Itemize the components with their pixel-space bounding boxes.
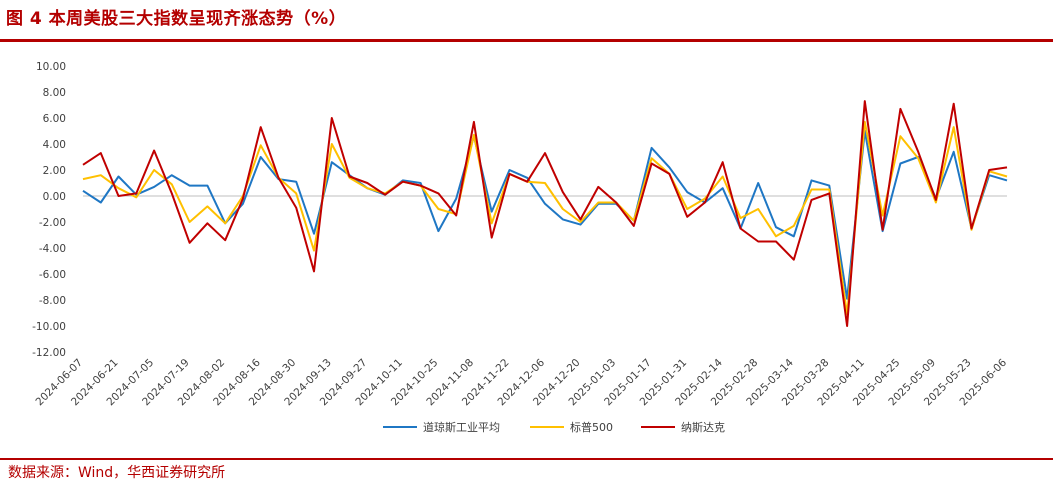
y-tick-label: 10.00 [36, 61, 66, 73]
series-group [82, 100, 1008, 327]
legend-label-sp500: 标普500 [570, 420, 613, 434]
source-note: 数据来源：Wind，华西证券研究所 [8, 465, 226, 481]
figure-title: 图 4 本周美股三大指数呈现齐涨态势（%） [6, 9, 347, 29]
legend-label-dow: 道琼斯工业平均 [423, 420, 500, 434]
y-tick-label: -4.00 [39, 243, 66, 255]
source-rule [0, 458, 1053, 460]
y-tick-label: -10.00 [32, 321, 66, 333]
y-axis-ticks: 10.00 8.00 6.00 4.00 2.00 0.00 -2.00 -4.00 -6.00… [32, 61, 66, 359]
legend-label-nasdaq: 纳斯达克 [681, 421, 725, 434]
y-tick-label: 8.00 [43, 87, 66, 99]
x-axis: 2024-06-072024-06-212024-07-052024-07-19… [33, 195, 1009, 408]
y-tick-label: -2.00 [39, 217, 66, 229]
y-tick-label: 2.00 [43, 165, 66, 177]
title-rule [0, 39, 1053, 42]
y-tick-label: -6.00 [39, 269, 66, 281]
series-line-dow [82, 130, 1008, 300]
y-tick-label: 6.00 [43, 113, 66, 125]
y-tick-label: -12.00 [32, 347, 66, 359]
y-tick-label: 0.00 [43, 191, 66, 203]
legend: 道琼斯工业平均 标普500 纳斯达克 [383, 420, 725, 434]
y-tick-label: 4.00 [43, 139, 66, 151]
series-line-nasdaq [82, 100, 1008, 327]
y-tick-label: -8.00 [39, 295, 66, 307]
